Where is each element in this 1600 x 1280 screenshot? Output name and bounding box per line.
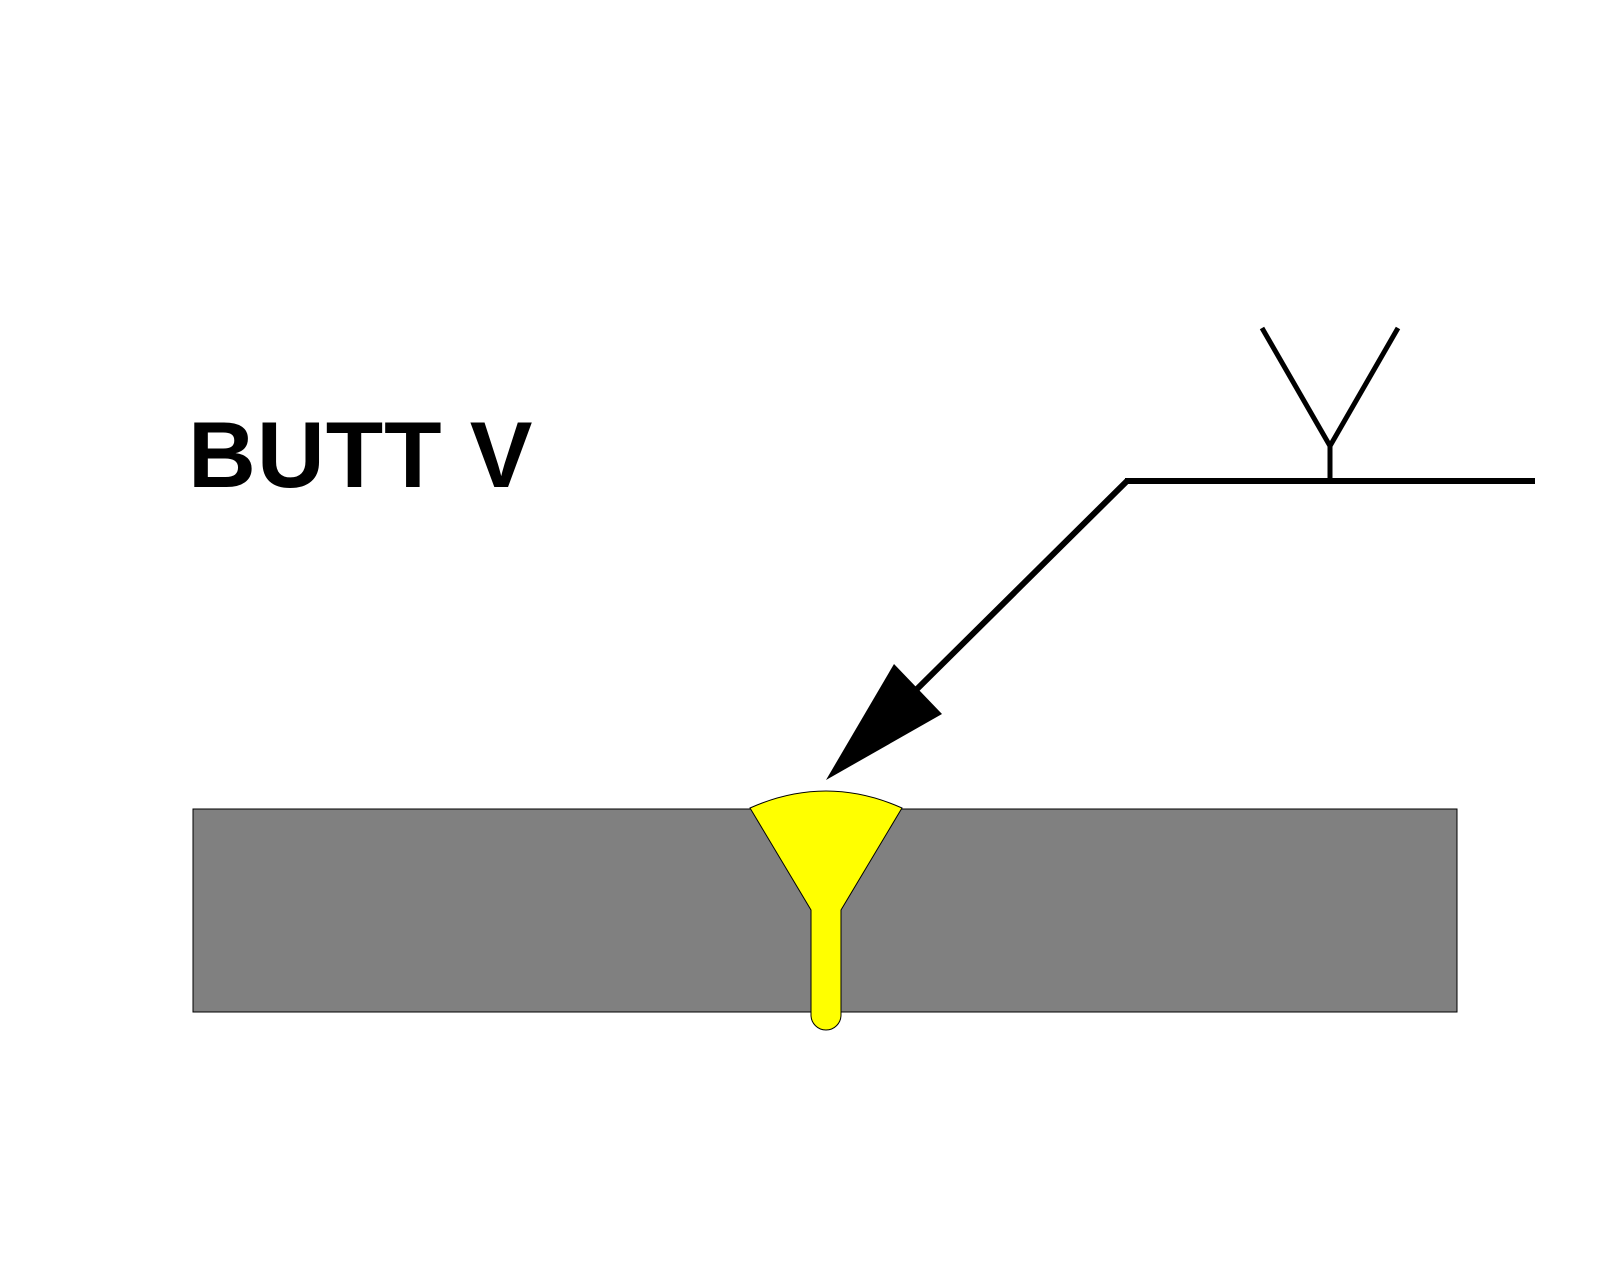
v-groove-symbol-icon [1259,326,1401,481]
diagram-title: BUTT V [188,402,534,507]
arrow-leader-line [910,478,1130,696]
arrowhead-icon [826,664,942,780]
v-butt-weld-bead [749,790,903,1031]
